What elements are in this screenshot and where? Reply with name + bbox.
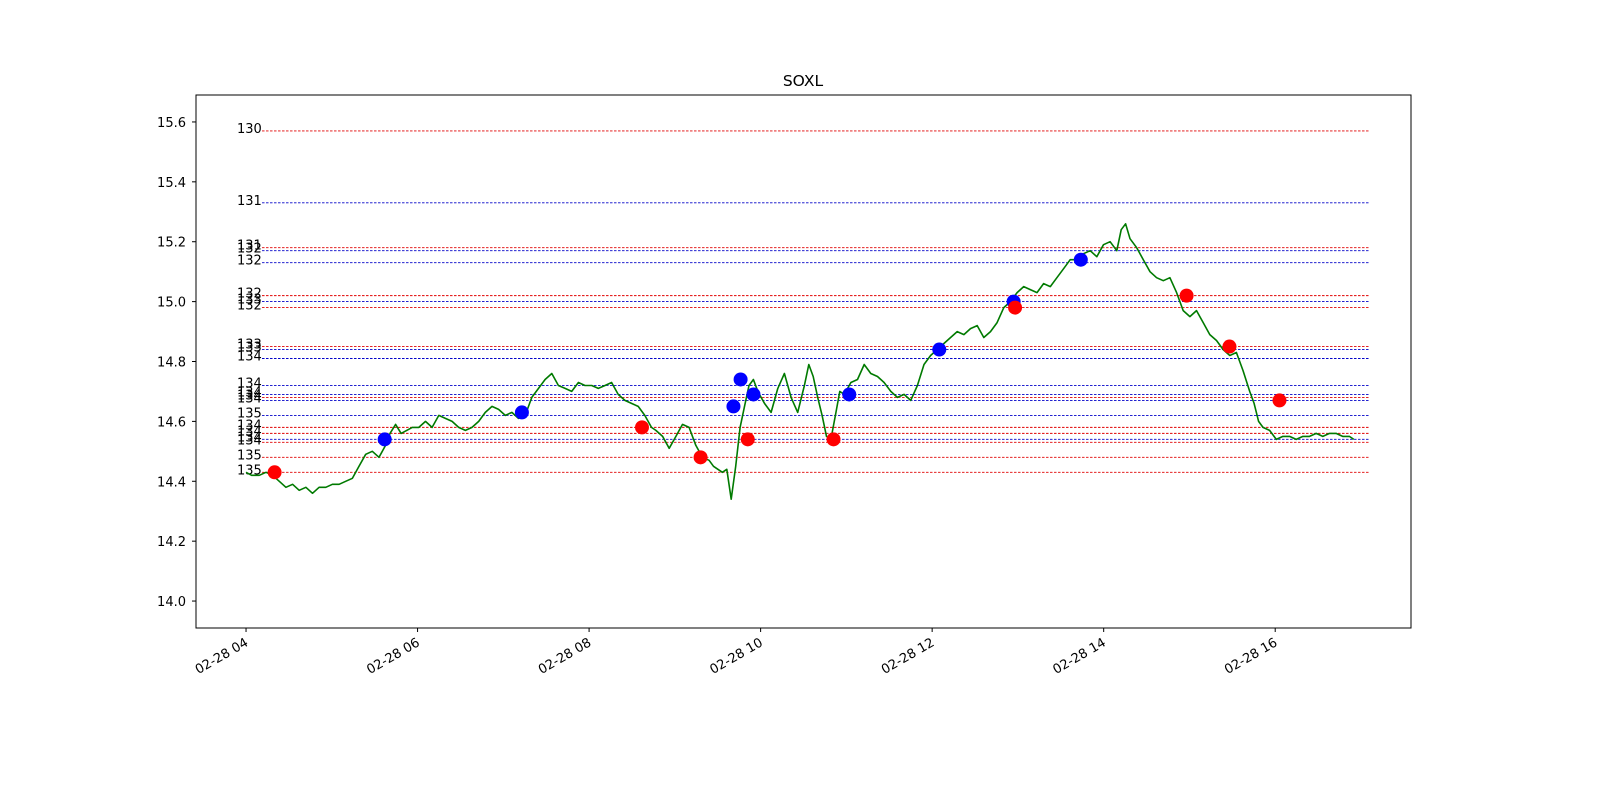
y-tick-label: 15.0 bbox=[157, 296, 186, 311]
buy-marker bbox=[1074, 253, 1088, 267]
y-tick-label: 15.4 bbox=[157, 176, 186, 191]
plot-frame bbox=[196, 95, 1411, 628]
level-label: 134 bbox=[237, 433, 262, 448]
y-tick-label: 14.2 bbox=[157, 535, 186, 550]
level-label: 132 bbox=[237, 254, 262, 269]
buy-marker bbox=[932, 343, 946, 357]
x-tick-label: 02-28 10 bbox=[707, 635, 765, 677]
level-label: 134 bbox=[237, 391, 262, 406]
buy-marker bbox=[734, 372, 748, 386]
price-series bbox=[246, 224, 1354, 499]
y-tick-label: 14.6 bbox=[157, 415, 186, 430]
sell-marker bbox=[635, 420, 649, 434]
sell-marker bbox=[268, 465, 282, 479]
level-lines bbox=[262, 131, 1369, 472]
x-tick-label: 02-28 04 bbox=[193, 635, 251, 677]
y-tick-label: 14.8 bbox=[157, 356, 186, 371]
buy-marker bbox=[515, 405, 529, 419]
y-tick-label: 14.0 bbox=[157, 595, 186, 610]
buy-marker bbox=[378, 432, 392, 446]
sell-marker bbox=[1008, 301, 1022, 315]
y-axis: 14.0 14.2 14.4 14.6 14.8 15.0 15.2 15.4 15.6 bbox=[157, 116, 196, 610]
y-tick-label: 14.4 bbox=[157, 475, 186, 490]
buy-marker bbox=[746, 387, 760, 401]
level-labels: 1301311311321321321331321331331341341341… bbox=[237, 122, 262, 478]
sell-marker bbox=[741, 432, 755, 446]
sell-marker bbox=[1272, 393, 1286, 407]
sell-marker bbox=[1222, 340, 1236, 354]
x-tick-label: 02-28 16 bbox=[1222, 635, 1280, 677]
chart-title: SOXL bbox=[783, 72, 824, 90]
sell-marker bbox=[1180, 289, 1194, 303]
x-tick-label: 02-28 06 bbox=[364, 635, 422, 677]
y-tick-label: 15.6 bbox=[157, 116, 186, 131]
sell-marker bbox=[827, 432, 841, 446]
buy-marker bbox=[726, 399, 740, 413]
price-line bbox=[246, 224, 1354, 499]
x-axis: 02-28 04 02-28 06 02-28 08 02-28 10 02-28 12… bbox=[193, 628, 1280, 678]
x-tick-label: 02-28 12 bbox=[879, 635, 937, 677]
level-label: 134 bbox=[237, 350, 262, 365]
y-tick-label: 15.2 bbox=[157, 236, 186, 251]
x-tick-label: 02-28 14 bbox=[1051, 635, 1109, 677]
level-label: 135 bbox=[237, 448, 262, 463]
sell-marker bbox=[694, 450, 708, 464]
level-label: 130 bbox=[237, 122, 262, 137]
level-label: 132 bbox=[237, 299, 262, 314]
trade-markers bbox=[268, 253, 1287, 480]
x-tick-label: 02-28 08 bbox=[536, 635, 594, 677]
level-label: 131 bbox=[237, 194, 262, 209]
buy-marker bbox=[842, 387, 856, 401]
